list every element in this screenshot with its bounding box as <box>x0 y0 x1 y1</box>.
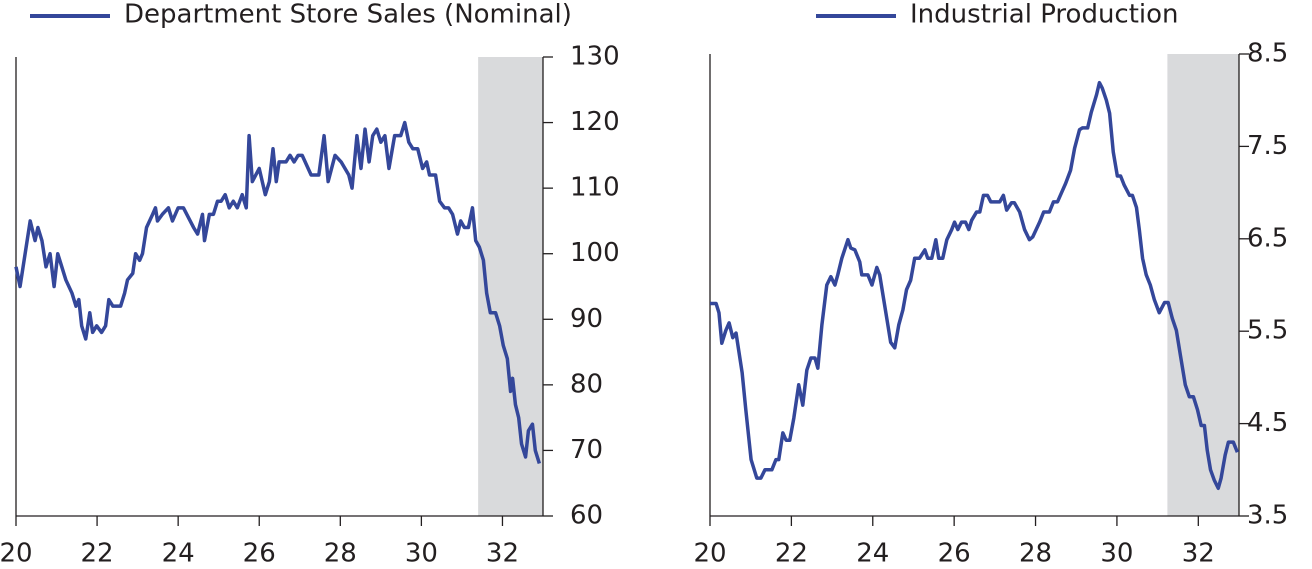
y-tick-label: 110 <box>570 173 620 203</box>
y-tick-label: 70 <box>570 435 603 465</box>
y-tick-label: 100 <box>570 238 620 268</box>
x-tick-label: 30 <box>1100 539 1133 569</box>
x-tick-label: 32 <box>1182 539 1215 569</box>
y-tick-label: 6.5 <box>1247 223 1288 253</box>
x-tick-label: 26 <box>243 539 276 569</box>
y-tick-label: 120 <box>570 107 620 137</box>
y-tick-label: 80 <box>570 369 603 399</box>
legend-label: Industrial Production <box>910 0 1179 30</box>
shaded-region <box>1167 54 1239 516</box>
x-tick-label: 22 <box>81 539 114 569</box>
y-tick-label: 8.5 <box>1247 39 1288 69</box>
y-tick-label: 60 <box>570 501 603 531</box>
x-tick-label: 20 <box>0 539 33 569</box>
y-tick-label: 130 <box>570 42 620 72</box>
y-tick-label: 7.5 <box>1247 131 1288 161</box>
data-line <box>710 80 1239 491</box>
y-tick-label: 4.5 <box>1247 408 1288 438</box>
x-tick-label: 26 <box>938 539 971 569</box>
shaded-region <box>478 57 543 516</box>
x-tick-label: 24 <box>856 539 889 569</box>
x-tick-label: 28 <box>1019 539 1052 569</box>
x-tick-label: 24 <box>162 539 195 569</box>
legend-label: Department Store Sales (Nominal) <box>124 0 572 30</box>
x-tick-label: 20 <box>693 539 726 569</box>
y-tick-label: 3.5 <box>1247 501 1288 531</box>
y-tick-label: 90 <box>570 304 603 334</box>
y-tick-label: 5.5 <box>1247 316 1288 346</box>
x-tick-label: 28 <box>324 539 357 569</box>
x-tick-label: 22 <box>775 539 808 569</box>
x-tick-label: 30 <box>405 539 438 569</box>
data-line <box>14 120 542 465</box>
x-tick-label: 32 <box>486 539 519 569</box>
